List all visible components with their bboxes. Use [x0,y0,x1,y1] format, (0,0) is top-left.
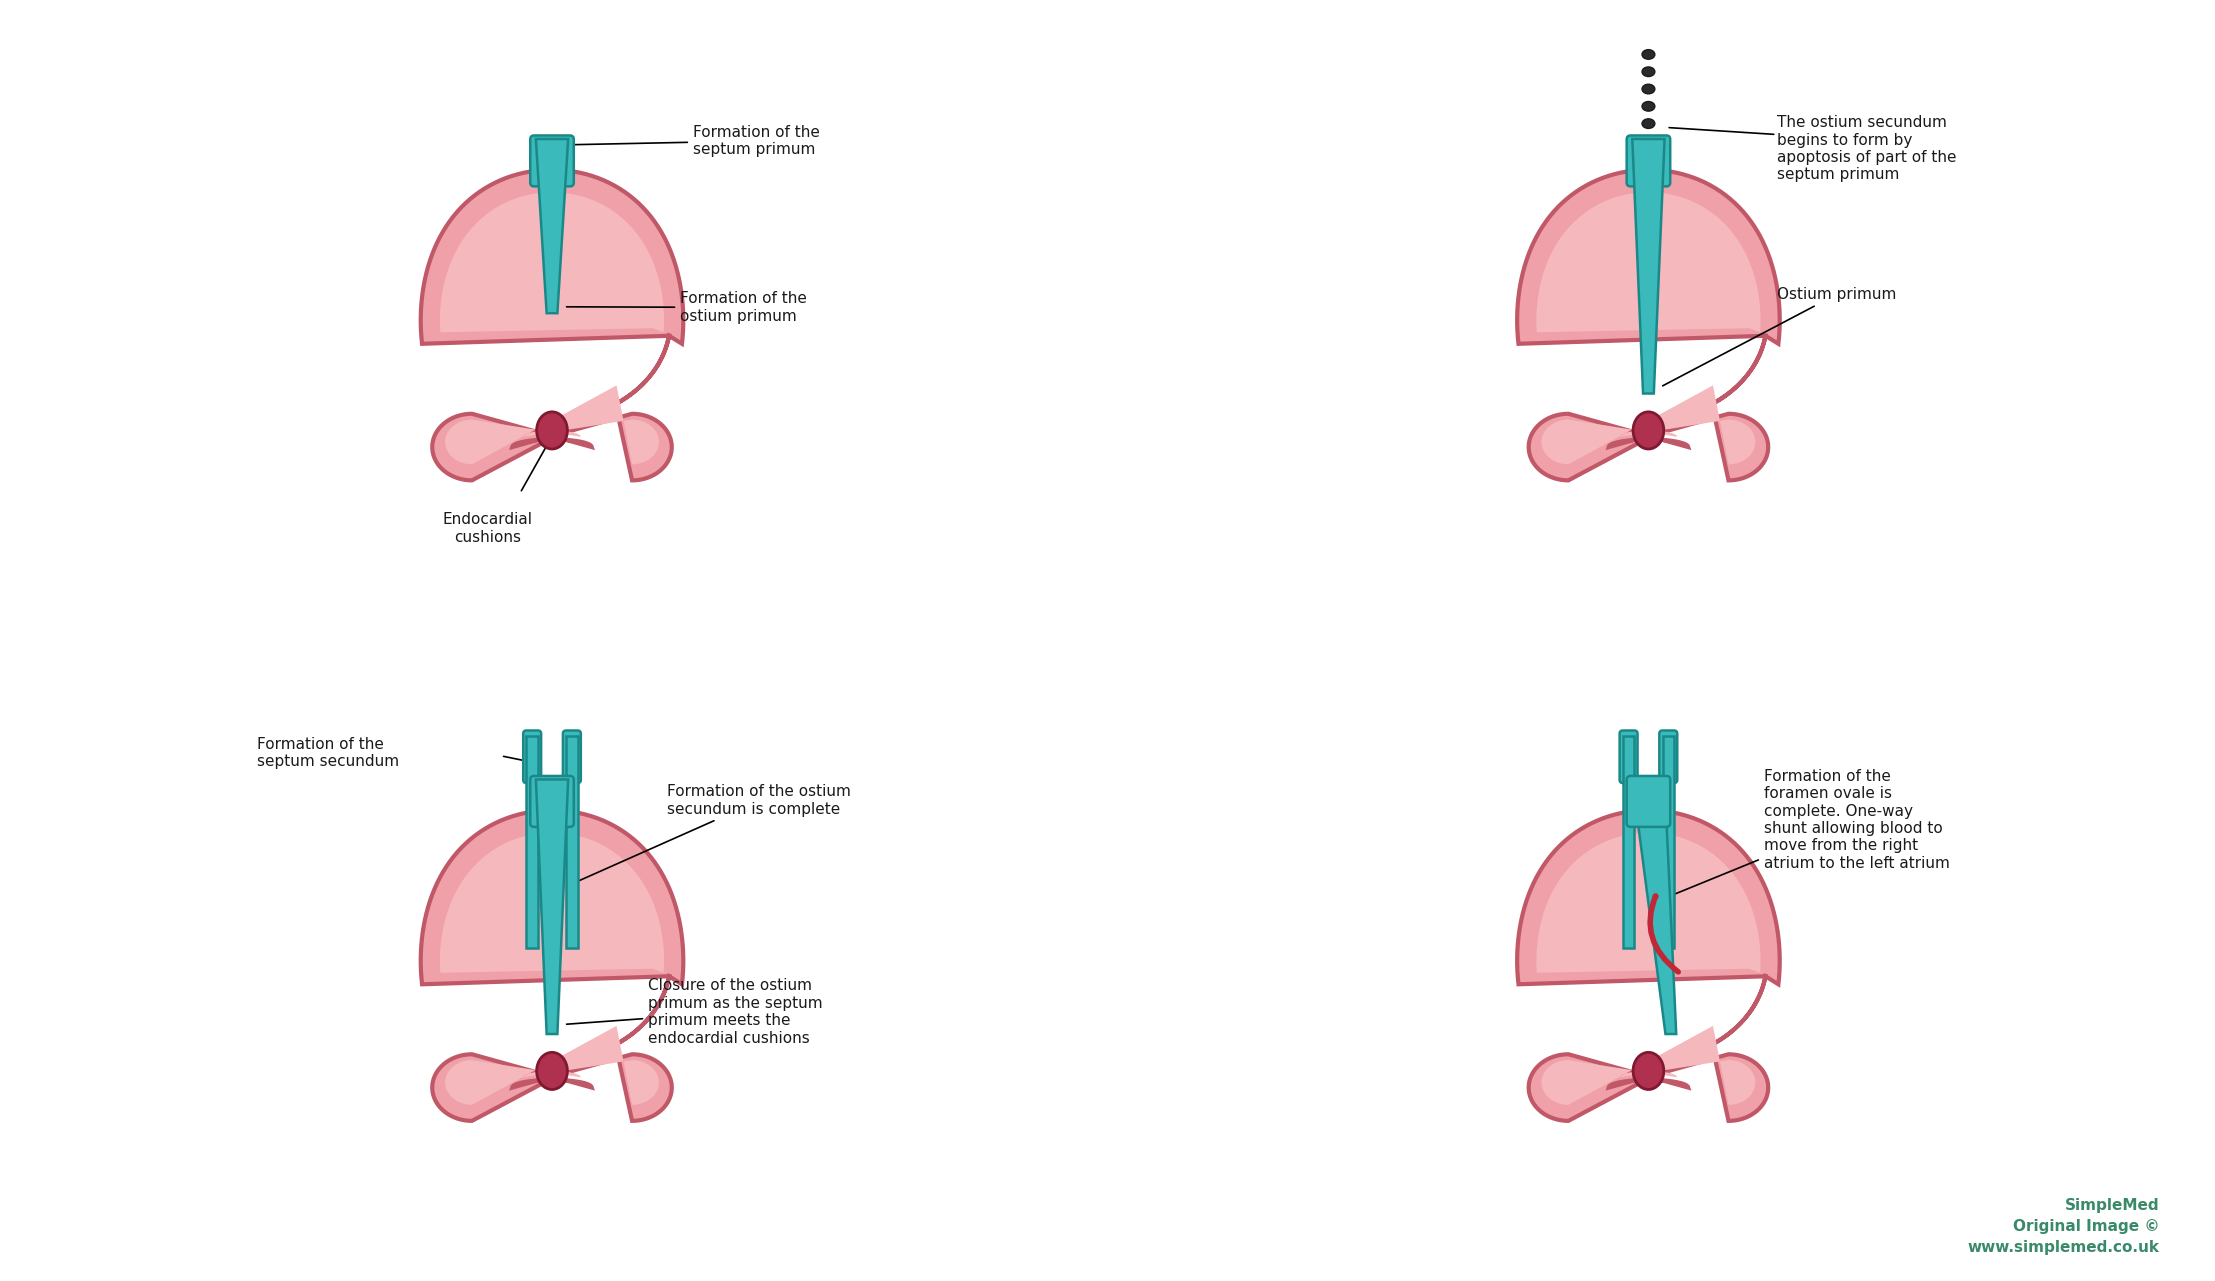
Polygon shape [441,833,664,1104]
Text: Closure of the ostium
primum as the septum
primum meets the
endocardial cushions: Closure of the ostium primum as the sept… [567,979,822,1045]
FancyBboxPatch shape [1619,730,1637,783]
Ellipse shape [1641,119,1655,128]
Text: SimpleMed
Original Image ©
www.simplemed.co.uk: SimpleMed Original Image © www.simplemed… [1967,1199,2160,1255]
FancyBboxPatch shape [523,730,540,783]
Polygon shape [1517,811,1779,1121]
Text: Endocardial
cushions: Endocardial cushions [443,512,534,544]
FancyBboxPatch shape [563,730,580,783]
FancyBboxPatch shape [1659,730,1677,783]
Polygon shape [1632,779,1677,1034]
Polygon shape [536,779,569,1034]
Ellipse shape [1641,85,1655,94]
Polygon shape [1624,737,1635,948]
FancyArrowPatch shape [1650,897,1679,972]
Polygon shape [567,737,578,948]
Polygon shape [1517,170,1779,480]
Polygon shape [1537,833,1761,1104]
Ellipse shape [1632,412,1663,448]
Text: Formation of the
septum secundum: Formation of the septum secundum [257,737,399,769]
Text: Formation of the
ostium primum: Formation of the ostium primum [567,291,806,324]
FancyBboxPatch shape [529,136,574,186]
Ellipse shape [1641,67,1655,77]
Polygon shape [527,737,538,948]
Polygon shape [536,138,569,314]
Text: Ostium primum: Ostium primum [1663,287,1896,386]
Polygon shape [421,811,682,1121]
Text: Formation of the
septum primum: Formation of the septum primum [574,124,820,158]
Text: Formation of the ostium
secundum is complete: Formation of the ostium secundum is comp… [574,784,851,883]
Polygon shape [421,170,682,480]
Polygon shape [1632,138,1666,393]
FancyBboxPatch shape [529,776,574,828]
Text: Formation of the
foramen ovale is
complete. One-way
shunt allowing blood to
move: Formation of the foramen ovale is comple… [1670,769,1949,895]
Ellipse shape [1632,1053,1663,1089]
Polygon shape [1537,192,1761,464]
Ellipse shape [536,1053,567,1089]
FancyBboxPatch shape [1626,136,1670,186]
Ellipse shape [1641,101,1655,111]
Ellipse shape [536,412,567,448]
FancyBboxPatch shape [1626,776,1670,828]
Ellipse shape [1641,50,1655,59]
Polygon shape [1663,737,1675,948]
Text: The ostium secundum
begins to form by
apoptosis of part of the
septum primum: The ostium secundum begins to form by ap… [1776,115,1956,182]
Polygon shape [441,192,664,464]
